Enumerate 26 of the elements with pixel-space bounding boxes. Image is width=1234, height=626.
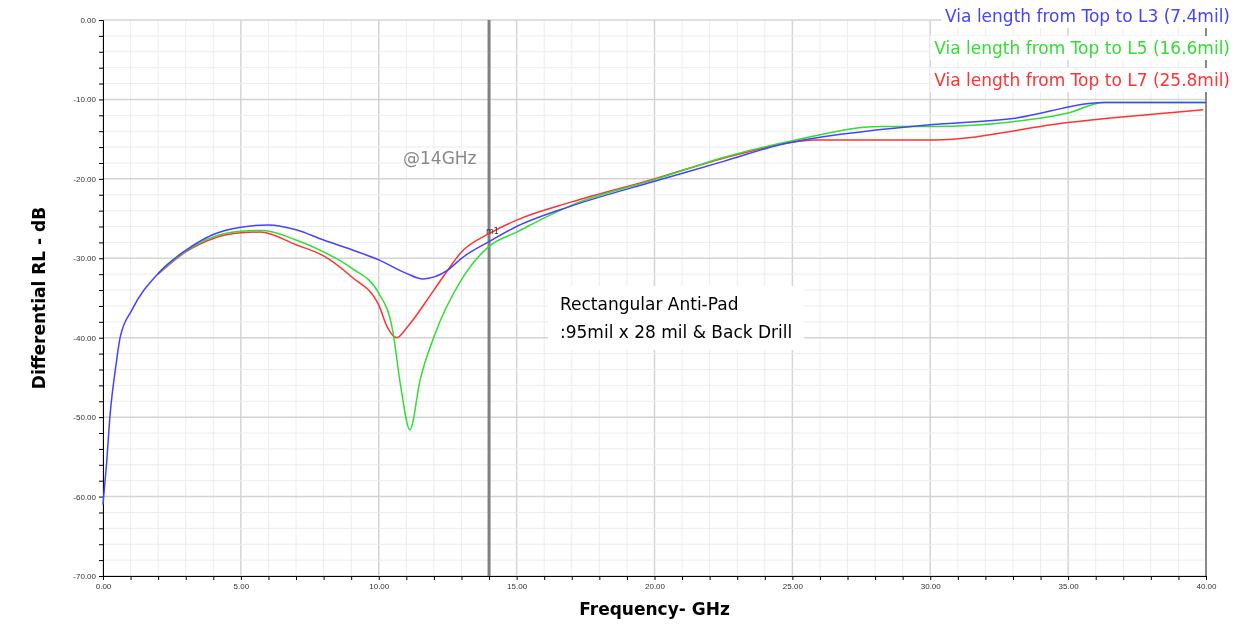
x-axis-title: Frequency- GHz [579, 599, 730, 619]
x-tick-label: 15.00 [507, 581, 528, 591]
x-tick-label: 25.00 [782, 581, 804, 591]
annotation: @14GHz [403, 148, 477, 168]
y-tick-label: -10.00 [73, 95, 97, 105]
line-series [102, 101, 1207, 506]
line-series [157, 109, 1204, 339]
y-tick-label: -40.00 [73, 333, 97, 343]
x-tick-label: 20.00 [644, 581, 666, 591]
y-tick-label: -20.00 [73, 174, 97, 184]
y-tick-label: -60.00 [73, 492, 97, 502]
x-tick-label: 35.00 [1058, 581, 1080, 591]
x-tick-label: 30.00 [920, 581, 942, 591]
y-tick-label: -30.00 [73, 254, 97, 264]
y-tick-label: -50.00 [73, 413, 97, 423]
series-label: Via length from Top to L7 (25.8mil) [934, 70, 1230, 90]
text: Via length from Top to L5 (16.6mil) [934, 38, 1230, 58]
y-tick-label: 0.00 [80, 16, 97, 26]
x-tick-label: 5.00 [233, 581, 250, 591]
x-tick-label: 40.00 [1196, 581, 1218, 591]
x-tick-label: 0.00 [95, 581, 112, 591]
y-tick-label: -70.00 [73, 572, 97, 582]
y-axis-title: Differential RL - dB [29, 206, 49, 390]
text: Via length from Top to L3 (7.4mil) [945, 6, 1230, 26]
annotation: Rectangular Anti-Pad :95mil x 28 mil & Back Drill [560, 294, 793, 342]
x-tick-label: 10.00 [369, 581, 390, 591]
